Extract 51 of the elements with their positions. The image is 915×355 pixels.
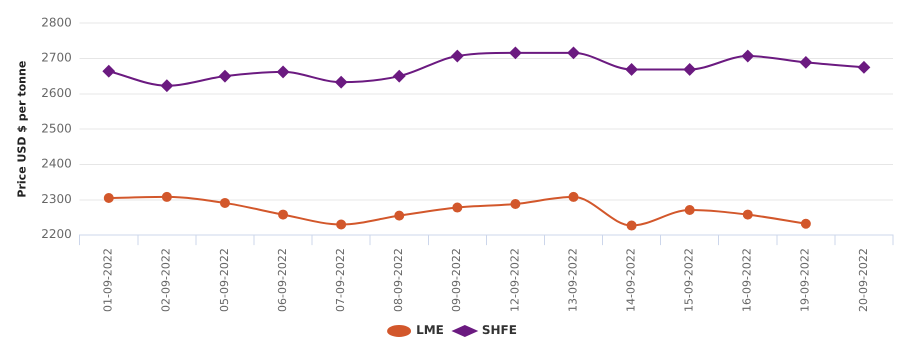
point xyxy=(162,192,172,202)
x-tick-label: 19-09-2022 xyxy=(798,248,812,312)
x-tick-label: 12-09-2022 xyxy=(508,248,522,312)
point xyxy=(800,56,812,68)
point xyxy=(800,218,811,229)
x-tick-label: 15-09-2022 xyxy=(682,248,696,312)
x-tick-label: 01-09-2022 xyxy=(102,248,115,312)
point xyxy=(104,192,114,203)
x-tick-label: 02-09-2022 xyxy=(160,248,173,312)
point xyxy=(568,46,580,59)
point xyxy=(510,199,520,209)
point xyxy=(335,76,348,88)
point xyxy=(626,63,638,76)
y-axis-title: Price USD $ per tonne xyxy=(15,60,28,198)
x-tick-label: 20-09-2022 xyxy=(856,248,870,312)
y-tick-label: 2200 xyxy=(41,227,72,242)
x-tick-label: 09-09-2022 xyxy=(450,248,464,312)
point xyxy=(626,220,637,231)
y-tick-label: 2600 xyxy=(41,86,72,100)
point xyxy=(278,210,288,220)
x-tick-label: 07-09-2022 xyxy=(334,248,348,312)
point xyxy=(336,219,346,230)
x-tick-label: 14-09-2022 xyxy=(624,248,638,312)
point xyxy=(393,70,406,82)
point xyxy=(509,46,522,59)
point xyxy=(568,192,579,202)
point xyxy=(394,210,404,221)
point xyxy=(218,70,231,82)
point xyxy=(742,50,754,62)
legend-label: SHFE xyxy=(482,323,517,338)
y-tick-label: 2500 xyxy=(41,121,72,136)
x-tick-label: 13-09-2022 xyxy=(566,248,580,312)
point xyxy=(277,66,290,78)
point xyxy=(684,205,695,215)
x-tick-label: 05-09-2022 xyxy=(218,248,231,312)
legend-label: LME xyxy=(416,323,444,338)
point xyxy=(451,50,464,62)
x-tick-label: 08-09-2022 xyxy=(392,248,406,312)
point xyxy=(684,63,696,76)
point xyxy=(452,202,462,213)
x-tick-label: 06-09-2022 xyxy=(276,248,289,312)
y-tick-label: 2400 xyxy=(41,156,72,171)
point xyxy=(858,61,870,74)
point xyxy=(742,210,753,220)
point xyxy=(102,65,115,78)
y-tick-label: 2800 xyxy=(41,15,72,30)
x-tick-label: 16-09-2022 xyxy=(740,248,754,312)
y-tick-label: 2300 xyxy=(41,192,72,206)
point xyxy=(160,80,173,92)
point xyxy=(220,198,230,208)
y-tick-label: 2700 xyxy=(41,50,72,65)
